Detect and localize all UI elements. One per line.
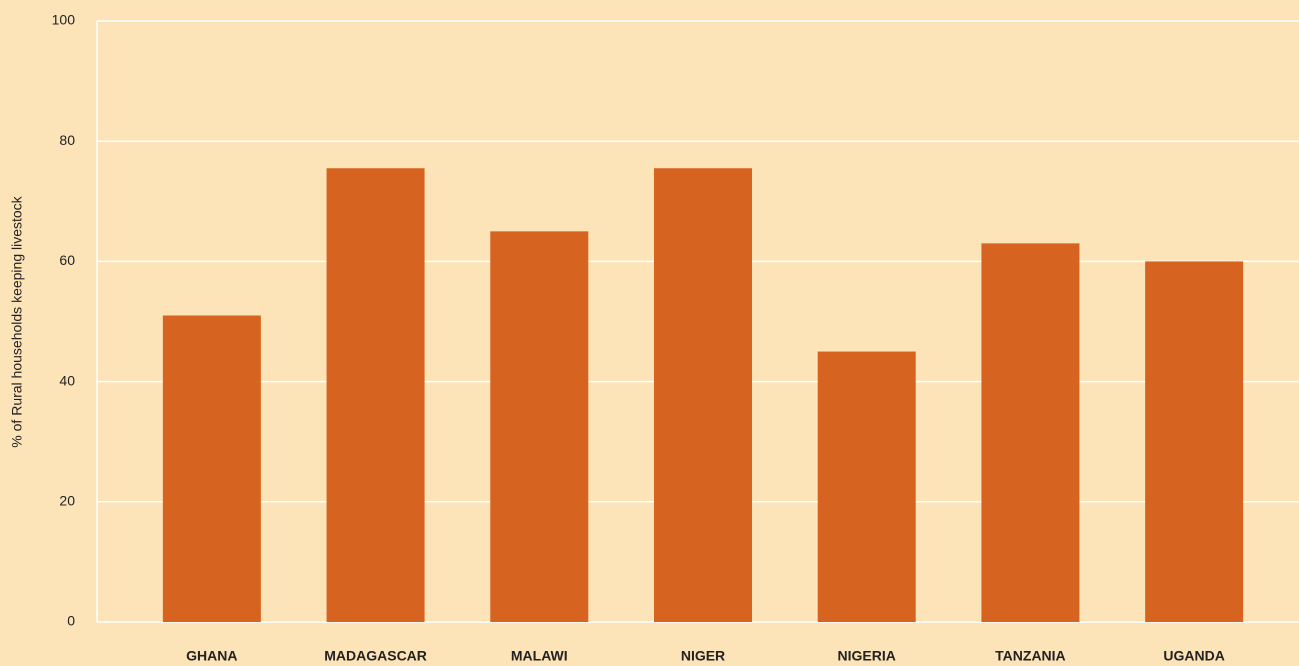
bar [654, 168, 752, 622]
bar [490, 231, 589, 622]
bar [162, 315, 261, 622]
y-tick-label: 40 [59, 372, 75, 388]
y-tick-label: 0 [67, 613, 75, 629]
y-tick-label: 60 [59, 252, 75, 268]
x-tick-label: NIGERIA [838, 648, 896, 664]
bar [817, 351, 916, 622]
y-tick-label: 80 [59, 132, 75, 148]
x-tick-label: NIGER [681, 648, 725, 664]
bar [981, 243, 1080, 622]
bar [326, 168, 425, 622]
x-tick-label: GHANA [186, 648, 237, 664]
x-tick-label: TANZANIA [995, 648, 1066, 664]
bar [1145, 261, 1244, 622]
y-tick-label: 100 [52, 12, 76, 28]
y-tick-label: 20 [59, 493, 75, 509]
x-tick-label: MALAWI [511, 648, 568, 664]
x-tick-label: MADAGASCAR [324, 648, 427, 664]
y-axis-label: % of Rural households keeping livestock [9, 195, 25, 447]
x-tick-label: UGANDA [1163, 648, 1224, 664]
